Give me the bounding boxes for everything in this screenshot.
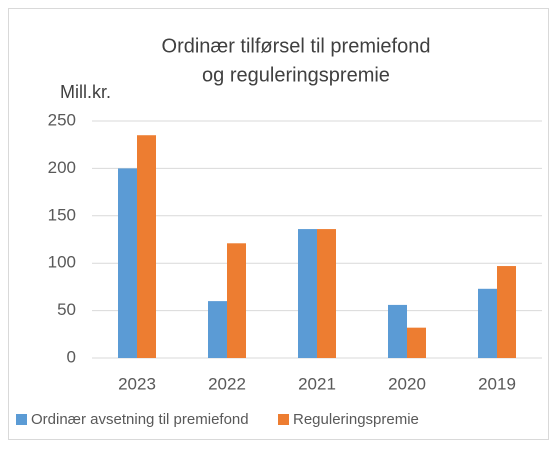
- bar: [298, 229, 317, 358]
- x-tick-label: 2022: [208, 374, 246, 393]
- y-tick-label: 50: [57, 300, 76, 319]
- x-tick-label: 2019: [478, 374, 516, 393]
- bar: [118, 168, 137, 358]
- y-tick-label: 250: [48, 110, 76, 129]
- bar: [137, 135, 156, 358]
- chart-title: og reguleringspremie: [202, 64, 390, 86]
- bar: [317, 229, 336, 358]
- bar: [407, 327, 426, 358]
- legend-label: Ordinær avsetning til premiefond: [31, 411, 249, 428]
- bar: [388, 304, 407, 358]
- chart-border: [8, 8, 549, 440]
- y-tick-label: 0: [67, 347, 76, 366]
- chart-title: Ordinær tilførsel til premiefond: [162, 35, 431, 57]
- x-tick-label: 2020: [388, 374, 426, 393]
- legend-swatch: [278, 414, 289, 425]
- x-tick-label: 2021: [298, 374, 336, 393]
- x-tick-label: 2023: [118, 374, 156, 393]
- legend-swatch: [16, 414, 27, 425]
- y-tick-label: 150: [48, 205, 76, 224]
- y-axis-label: Mill.kr.: [60, 82, 111, 102]
- bar: [227, 243, 246, 358]
- y-tick-label: 100: [48, 253, 76, 272]
- y-tick-label: 200: [48, 158, 76, 177]
- bar: [497, 266, 516, 358]
- bar: [208, 301, 227, 358]
- bar: [478, 288, 497, 358]
- legend-label: Reguleringspremie: [293, 411, 419, 428]
